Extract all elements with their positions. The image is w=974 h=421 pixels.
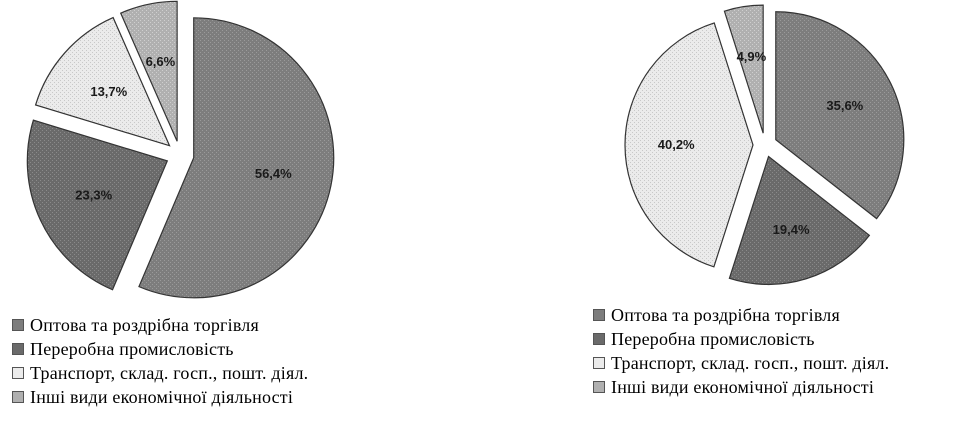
- legend-item-manufacturing: Переробна промисловість: [593, 327, 889, 351]
- legend-swatch-manufacturing: [12, 343, 24, 355]
- legend-swatch-wholesale: [593, 309, 605, 321]
- slice-label-manufacturing: 23,3%: [75, 187, 112, 202]
- legend-item-transport: Транспорт, склад. госп., пошт. діял.: [593, 351, 889, 375]
- pie-slice-transport: [624, 22, 754, 268]
- pie-chart-left: 56,4% 23,3% 13,7% 6,6% Оптова та роздрібна …: [0, 0, 420, 421]
- legend-label-manufacturing: Переробна промисловість: [611, 328, 815, 349]
- pie-slice-manufacturing: [728, 155, 871, 286]
- pie-chart-right-plot: 35,6% 19,4% 40,2% 4,9%: [624, 4, 905, 286]
- legend-item-manufacturing: Переробна промисловість: [12, 337, 308, 361]
- slice-label-other: 4,9%: [737, 49, 767, 64]
- legend-swatch-other: [593, 381, 605, 393]
- pie-slice-wholesale: [138, 17, 335, 299]
- legend-item-transport: Транспорт, склад. госп., пошт. діял.: [12, 361, 308, 385]
- legend-item-other: Інші види економічної діяльності: [593, 375, 889, 399]
- legend-swatch-transport: [593, 357, 605, 369]
- legend-swatch-wholesale: [12, 319, 24, 331]
- legend-swatch-manufacturing: [593, 333, 605, 345]
- pie-chart-left-plot: 56,4% 23,3% 13,7% 6,6%: [26, 0, 335, 299]
- legend-item-other: Інші види економічної діяльності: [12, 385, 308, 409]
- legend-label-manufacturing: Переробна промисловість: [30, 338, 234, 359]
- pie-slice-transport: [34, 16, 171, 147]
- legend-left: Оптова та роздрібна торгівля Переробна п…: [12, 313, 308, 409]
- legend-item-wholesale: Оптова та роздрібна торгівля: [593, 303, 889, 327]
- legend-swatch-transport: [12, 367, 24, 379]
- legend-label-transport: Транспорт, склад. госп., пошт. діял.: [30, 362, 309, 383]
- slice-label-transport: 13,7%: [90, 84, 127, 99]
- legend-label-wholesale: Оптова та роздрібна торгівля: [611, 304, 840, 325]
- pie-slice-manufacturing: [26, 119, 169, 291]
- legend-item-wholesale: Оптова та роздрібна торгівля: [12, 313, 308, 337]
- slice-label-transport: 40,2%: [658, 137, 695, 152]
- legend-label-other: Інші види економічної діяльності: [30, 386, 294, 407]
- legend-right: Оптова та роздрібна торгівля Переробна п…: [593, 303, 889, 399]
- legend-label-wholesale: Оптова та роздрібна торгівля: [30, 314, 259, 335]
- legend-swatch-other: [12, 391, 24, 403]
- slice-label-other: 6,6%: [146, 54, 176, 69]
- pie-chart-right: 35,6% 19,4% 40,2% 4,9% Оптова та роздрібна …: [560, 0, 974, 421]
- slice-label-wholesale: 35,6%: [826, 98, 863, 113]
- pie-slice-other: [723, 4, 764, 134]
- legend-label-transport: Транспорт, склад. госп., пошт. діял.: [611, 352, 890, 373]
- legend-label-other: Інші види економічної діяльності: [611, 376, 875, 397]
- slice-label-manufacturing: 19,4%: [773, 222, 810, 237]
- pie-slice-wholesale: [775, 11, 905, 220]
- slice-label-wholesale: 56,4%: [255, 166, 292, 181]
- pie-slice-other: [119, 0, 178, 142]
